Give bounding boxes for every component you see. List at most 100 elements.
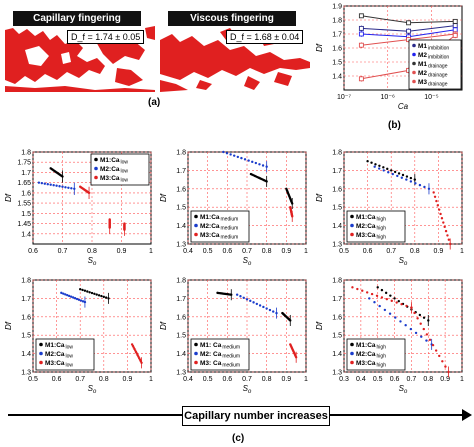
y-tick-label: 1.3 bbox=[176, 242, 186, 249]
data-point bbox=[229, 153, 232, 156]
data-point bbox=[222, 150, 225, 154]
legend-entry: M2:Calow bbox=[100, 166, 128, 175]
data-point bbox=[46, 183, 49, 186]
legend-marker bbox=[412, 52, 416, 57]
legend-entry-sub: medium bbox=[221, 235, 239, 241]
data-point bbox=[104, 296, 108, 299]
x-tick-label: 0.7 bbox=[242, 248, 252, 255]
legend-entry-sub: high bbox=[377, 345, 387, 351]
data-point bbox=[236, 155, 240, 159]
x-tick-label: 0.7 bbox=[386, 248, 396, 255]
legend-entry: M2:Camedium bbox=[200, 223, 238, 232]
data-point bbox=[425, 339, 428, 342]
data-point bbox=[442, 221, 445, 224]
data-point bbox=[422, 327, 425, 331]
data-point bbox=[245, 298, 249, 301]
x-axis-label-sub: o bbox=[248, 261, 252, 267]
data-point bbox=[434, 349, 438, 352]
y-tick-label: 1.5 bbox=[21, 333, 31, 340]
x-axis-label-sub: o bbox=[248, 389, 252, 395]
data-point bbox=[62, 292, 65, 295]
data-point bbox=[37, 181, 41, 184]
data-point bbox=[247, 159, 250, 162]
data-point bbox=[225, 152, 229, 155]
data-point bbox=[406, 20, 412, 26]
legend-marker bbox=[194, 232, 198, 237]
data-point bbox=[235, 293, 239, 296]
x-tick-label: 10⁻⁶ bbox=[381, 94, 395, 101]
legend-marker bbox=[94, 175, 98, 180]
data-point bbox=[370, 292, 374, 296]
legend-entry-sub: drainage bbox=[428, 82, 448, 88]
data-point bbox=[243, 158, 247, 161]
legend-box bbox=[346, 210, 406, 243]
data-point bbox=[70, 187, 73, 190]
y-tick-label: 1.4 bbox=[332, 223, 342, 230]
y-axis-label: Df bbox=[4, 321, 13, 330]
y-tick-label: 1.7 bbox=[332, 32, 342, 39]
legend-box bbox=[190, 338, 250, 371]
y-tick-label: 1.8 bbox=[176, 150, 186, 157]
y-tick-label: 1.3 bbox=[332, 242, 342, 249]
data-point bbox=[67, 186, 70, 189]
x-tick-label: 0.7 bbox=[407, 376, 417, 383]
data-point bbox=[444, 229, 448, 233]
x-tick-label: 0.4 bbox=[356, 376, 366, 383]
x-tick-label: 0.6 bbox=[28, 248, 38, 255]
data-point bbox=[383, 308, 387, 312]
legend-entry: M1:Calow bbox=[45, 342, 73, 351]
y-tick-label: 1.6 bbox=[176, 314, 186, 321]
y-tick-label: 1.5 bbox=[332, 205, 342, 212]
x-tick-label: 0.8 bbox=[87, 248, 97, 255]
legend-marker bbox=[194, 360, 198, 365]
legend-entry: M1imbibition bbox=[418, 43, 449, 52]
x-tick-label: 1 bbox=[460, 376, 464, 383]
x-axis-label: So bbox=[243, 256, 252, 267]
data-point bbox=[400, 176, 404, 179]
data-point bbox=[378, 304, 381, 308]
legend-entry-sub: medium bbox=[222, 363, 240, 369]
data-point bbox=[55, 184, 58, 187]
y-tick-label: 1.7 bbox=[21, 296, 31, 303]
x-tick-label: 0.3 bbox=[339, 376, 349, 383]
data-point bbox=[71, 296, 75, 299]
data-point bbox=[49, 183, 52, 186]
y-tick-label: 1.8 bbox=[332, 278, 342, 285]
legend-entry: M1:Cahigh bbox=[356, 214, 386, 223]
y-tick-label: 1.6 bbox=[332, 314, 342, 321]
data-point bbox=[380, 288, 384, 292]
y-tick-label: 1.9 bbox=[332, 4, 342, 11]
data-point bbox=[435, 199, 438, 203]
legend-box bbox=[346, 338, 406, 371]
data-point bbox=[416, 317, 419, 320]
legend-marker bbox=[94, 157, 98, 162]
data-point bbox=[397, 172, 401, 175]
y-tick-label: 1.3 bbox=[332, 370, 342, 377]
data-point bbox=[380, 296, 384, 299]
x-tick-label: 0.6 bbox=[222, 376, 232, 383]
data-point bbox=[358, 25, 364, 31]
y-tick-label: 1.4 bbox=[21, 351, 31, 358]
y-axis-label: Df bbox=[159, 321, 168, 330]
data-point bbox=[83, 289, 87, 292]
viscous-fingering-banner: Viscous fingering bbox=[168, 11, 296, 26]
legend-entry: M3: Camedium bbox=[200, 360, 240, 369]
x-tick-label: 0.5 bbox=[339, 248, 349, 255]
chart-c5: 0.4 0.5 0.6 0.7 0.8 0.9 1 1.3 1.4 1.5 1.6 1.7 1.8 So D… bbox=[159, 278, 308, 396]
legend-box bbox=[90, 153, 150, 186]
data-point bbox=[356, 287, 359, 291]
data-point bbox=[438, 354, 441, 358]
legend-entry: M3drainage bbox=[418, 79, 448, 88]
y-tick-label: 1.4 bbox=[332, 74, 342, 81]
y-tick-label: 1.55 bbox=[17, 201, 31, 208]
data-point bbox=[439, 212, 442, 216]
x-tick-label: 0.5 bbox=[203, 248, 213, 255]
legend-entry-sub: low bbox=[66, 363, 74, 369]
data-point bbox=[43, 182, 46, 185]
data-point bbox=[386, 167, 389, 171]
legend-marker bbox=[412, 79, 416, 84]
data-point bbox=[368, 297, 371, 300]
legend-entry-sub: imbibition bbox=[428, 46, 449, 52]
data-point bbox=[374, 163, 377, 166]
